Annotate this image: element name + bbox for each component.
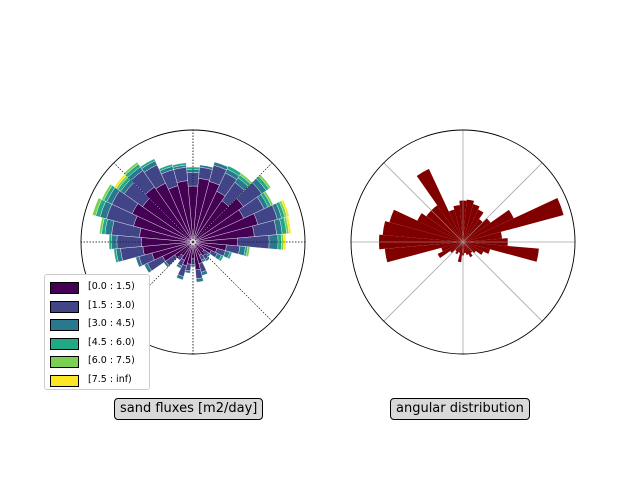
windrose-bar-segment <box>218 255 224 262</box>
angular-bar <box>463 242 491 254</box>
windrose-bar-segment <box>176 274 184 281</box>
legend-swatch <box>50 356 79 369</box>
polar-axes-frame <box>350 129 576 355</box>
legend-swatch <box>50 300 79 313</box>
angular-bar <box>431 205 463 242</box>
polar-axes-frame <box>80 129 306 355</box>
angular-bars <box>379 168 564 263</box>
windrose-bar-segment <box>92 197 102 217</box>
radial-grid-line <box>192 241 273 322</box>
windrose-bar-segment <box>258 174 272 189</box>
angular-bar <box>463 242 466 254</box>
windrose-bar-segment <box>123 161 139 175</box>
radial-grid-line <box>383 162 464 243</box>
windrose-bar-segment <box>204 256 210 262</box>
windrose-bar-segment <box>158 163 173 172</box>
windrose-title: sand fluxes [m2/day] <box>114 398 264 420</box>
angular-distribution-plot <box>350 129 576 355</box>
radial-grid-line <box>383 241 464 322</box>
windrose-bar-segment <box>227 251 233 260</box>
radial-grid-line <box>192 162 273 243</box>
legend: [0.0 : 1.5) [1.5 : 3.0) [3.0 : 4.5) [4.5 : … <box>44 274 150 390</box>
angular-bar <box>382 221 463 242</box>
legend-label: [0.0 : 1.5) <box>88 281 135 292</box>
angular-bar <box>441 242 463 252</box>
angular-bar <box>448 209 463 242</box>
legend-label: [3.0 : 4.5) <box>88 318 135 330</box>
legend-swatch <box>50 319 79 332</box>
angular-bar <box>463 209 514 242</box>
windrose-bar-segment <box>172 162 187 168</box>
angular-bar <box>463 231 503 242</box>
angular-bar <box>455 242 463 255</box>
windrose-bars <box>92 158 292 283</box>
angular-bar <box>389 209 463 242</box>
angular-bar <box>437 242 463 259</box>
windrose-bar-segment <box>196 277 204 283</box>
angular-bar <box>463 218 491 242</box>
angular-distribution-title: angular distribution <box>390 398 530 420</box>
angular-bar <box>457 242 463 263</box>
angular-bar <box>463 199 475 242</box>
radial-grid-line <box>462 241 543 322</box>
angular-bar <box>453 205 463 242</box>
windrose-bar-segment <box>281 199 290 217</box>
windrose-bar-segment <box>176 263 182 269</box>
radial-grid-line <box>462 162 543 243</box>
angular-bar <box>463 197 564 242</box>
radial-grid-line <box>113 162 194 243</box>
angular-bar <box>416 168 463 242</box>
angular-bar <box>417 213 463 242</box>
windrose-bar-segment <box>245 246 251 257</box>
windrose-bar-segment <box>140 158 156 169</box>
legend-label: [1.5 : 3.0) <box>88 299 135 311</box>
angular-bar <box>463 219 483 242</box>
legend-swatch <box>50 375 79 387</box>
legend-label: [4.5 : 6.0) <box>88 336 135 348</box>
angular-bar <box>463 242 484 255</box>
angular-bar <box>463 242 473 258</box>
legend-swatch <box>50 337 79 350</box>
windrose-bar-segment <box>268 234 279 250</box>
windrose-bar-segment <box>285 216 292 234</box>
angular-bar <box>458 242 463 253</box>
legend-swatch <box>50 282 79 294</box>
legend-label: [6.0 : 7.5) <box>88 355 135 367</box>
angular-bar <box>463 209 484 242</box>
windrose-bar-segment <box>283 233 287 251</box>
angular-bar <box>426 210 463 242</box>
angular-bar <box>463 242 469 255</box>
legend-label: [7.5 : inf) <box>88 374 132 385</box>
windrose-bar-segment <box>101 183 113 201</box>
angular-bar <box>463 242 539 262</box>
angular-bar <box>384 242 463 263</box>
angular-bar <box>463 204 480 242</box>
